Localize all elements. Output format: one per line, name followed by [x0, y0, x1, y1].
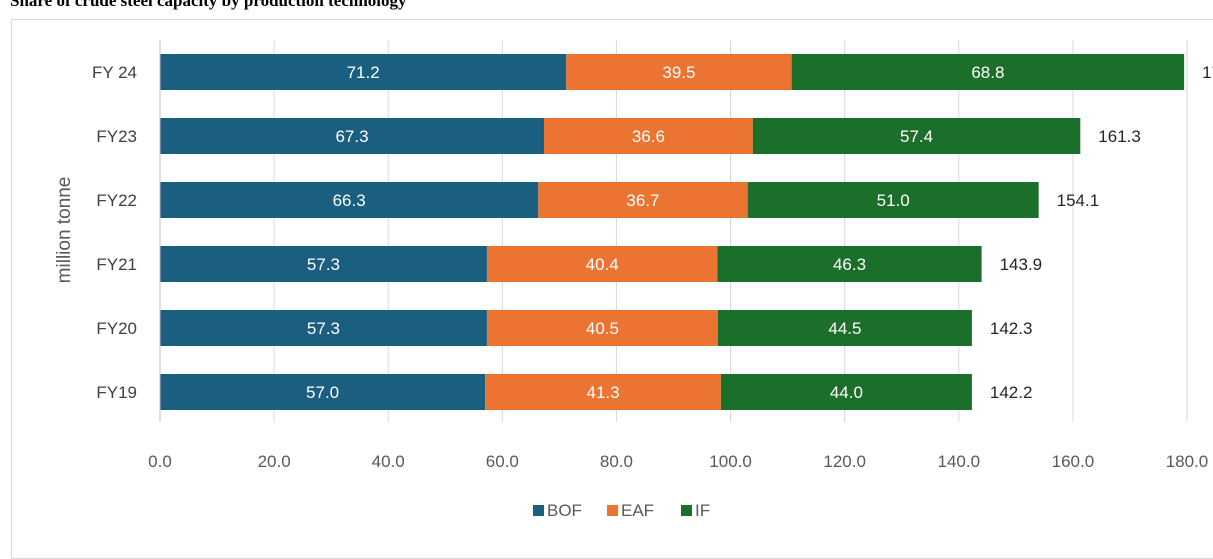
total-label: 142.3	[990, 319, 1033, 338]
y-tick-label: FY22	[96, 191, 137, 210]
legend-label-bof: BOF	[547, 501, 582, 520]
x-tick-label: 60.0	[486, 452, 519, 471]
data-label: 44.0	[830, 383, 863, 402]
data-label: 41.3	[586, 383, 619, 402]
data-label: 57.4	[900, 127, 933, 146]
legend-swatch-bof	[533, 505, 544, 516]
x-tick-label: 120.0	[823, 452, 866, 471]
legend-label-eaf: EAF	[621, 501, 654, 520]
data-label: 51.0	[877, 191, 910, 210]
x-tick-label: 0.0	[148, 452, 172, 471]
bar-segment-if	[752, 118, 1081, 154]
x-tick-label: 20.0	[258, 452, 291, 471]
bar-segment-if	[720, 374, 972, 410]
stacked-bar-chart: 71.2 39.5 68.8 179.5 67.3 36.6 57.4 161.3 66.3 36…	[54, 40, 1213, 520]
x-tick-label: 80.0	[600, 452, 633, 471]
x-tick-label: 160.0	[1052, 452, 1095, 471]
bar-labels: 71.2 39.5 68.8 179.5 67.3 36.6 57.4 161.3 66.3 36…	[306, 63, 1213, 402]
data-label: 40.5	[586, 319, 619, 338]
bar-segment-eaf	[566, 54, 792, 90]
bar-segment-bof	[160, 182, 539, 218]
legend-swatch-if	[681, 505, 692, 516]
bar-segment-eaf	[486, 246, 718, 282]
y-tick-label: FY 24	[92, 63, 137, 82]
data-label: 39.5	[662, 63, 695, 82]
x-tick-label: 40.0	[372, 452, 405, 471]
bar-segment-if	[717, 246, 982, 282]
y-tick-label: FY21	[96, 255, 137, 274]
x-tick-label: 140.0	[938, 452, 981, 471]
total-label: 142.2	[990, 383, 1033, 402]
bars	[160, 54, 1185, 410]
data-label: 66.3	[333, 191, 366, 210]
total-label: 154.1	[1057, 191, 1100, 210]
y-tick-label: FY19	[96, 383, 137, 402]
data-label: 44.5	[828, 319, 861, 338]
bar-segment-bof	[160, 118, 544, 154]
data-label: 36.6	[632, 127, 665, 146]
total-label: 161.3	[1098, 127, 1141, 146]
data-label: 36.7	[626, 191, 659, 210]
axes: 0.0 20.0 40.0 60.0 80.0 100.0 120.0 140.0 160.0 1…	[54, 40, 1208, 471]
bar-segment-eaf	[485, 374, 721, 410]
x-tick-label: 180.0	[1166, 452, 1209, 471]
chart-title: Share of crude steel capacity by product…	[10, 0, 407, 10]
data-label: 40.4	[586, 255, 619, 274]
data-label: 46.3	[833, 255, 866, 274]
x-tick-label: 100.0	[709, 452, 752, 471]
y-tick-label: FY20	[96, 319, 137, 338]
bar-segment-eaf	[486, 310, 719, 346]
legend-label-if: IF	[695, 501, 710, 520]
data-label: 68.8	[971, 63, 1004, 82]
bar-segment-eaf	[543, 118, 753, 154]
bar-segment-bof	[160, 310, 487, 346]
legend: BOF EAF IF	[533, 501, 710, 520]
y-tick-label: FY23	[96, 127, 137, 146]
data-label: 57.3	[307, 319, 340, 338]
legend-swatch-eaf	[607, 505, 618, 516]
total-label: 143.9	[1000, 255, 1043, 274]
bar-segment-if	[747, 182, 1039, 218]
bar-segment-eaf	[538, 182, 748, 218]
data-label: 57.0	[306, 383, 339, 402]
data-label: 71.2	[347, 63, 380, 82]
data-label: 67.3	[335, 127, 368, 146]
y-axis-title: million tonne	[54, 177, 75, 284]
bar-segment-if	[718, 310, 972, 346]
bar-segment-bof	[160, 54, 567, 90]
gridlines	[159, 40, 1188, 422]
bar-segment-bof	[160, 374, 486, 410]
bar-segment-bof	[160, 246, 487, 282]
bar-segment-if	[791, 54, 1185, 90]
data-label: 57.3	[307, 255, 340, 274]
total-label: 179.5	[1202, 63, 1213, 82]
